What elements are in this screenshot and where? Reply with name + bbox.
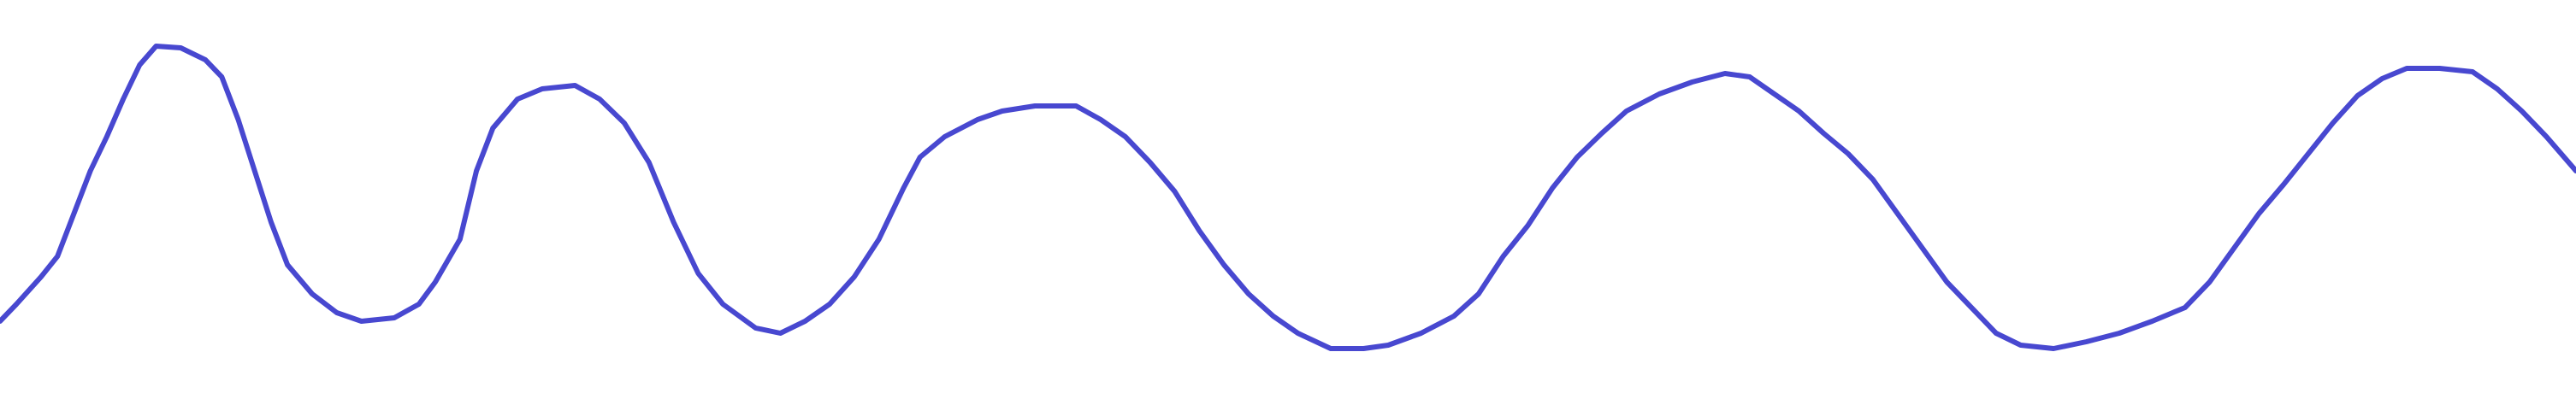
- line: [0, 44, 2576, 351]
